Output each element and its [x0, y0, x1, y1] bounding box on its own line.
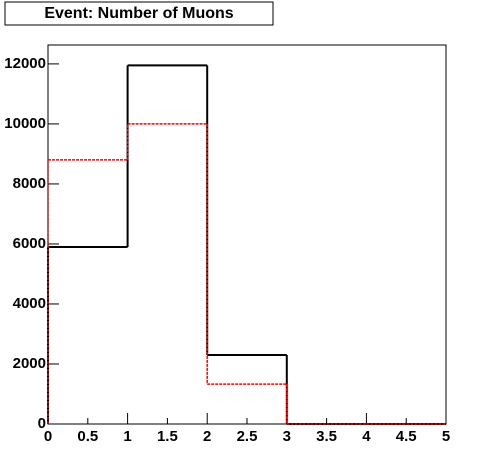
x-tick-label: 2 — [203, 428, 211, 445]
y-tick-label: 4000 — [13, 295, 46, 312]
x-tick-label: 1.5 — [157, 428, 178, 445]
x-tick-label: 5 — [442, 428, 450, 445]
x-tick-label: 2.5 — [237, 428, 258, 445]
x-tick-label: 1 — [123, 428, 131, 445]
x-tick-label: 4.5 — [396, 428, 417, 445]
title-box — [4, 1, 274, 26]
y-tick-label: 12000 — [4, 55, 46, 72]
plot-frame — [47, 44, 447, 425]
y-tick-label: 0 — [38, 415, 46, 432]
x-tick-label: 0 — [44, 428, 52, 445]
y-tick-label: 2000 — [13, 355, 46, 372]
y-tick-label: 10000 — [4, 115, 46, 132]
y-tick-label: 8000 — [13, 175, 46, 192]
x-tick-label: 3 — [283, 428, 291, 445]
chart-title: Event: Number of Muons — [44, 5, 233, 22]
x-tick-label: 3.5 — [316, 428, 337, 445]
y-tick-label: 6000 — [13, 235, 46, 252]
x-tick-label: 0.5 — [77, 428, 98, 445]
x-tick-label: 4 — [362, 428, 371, 445]
